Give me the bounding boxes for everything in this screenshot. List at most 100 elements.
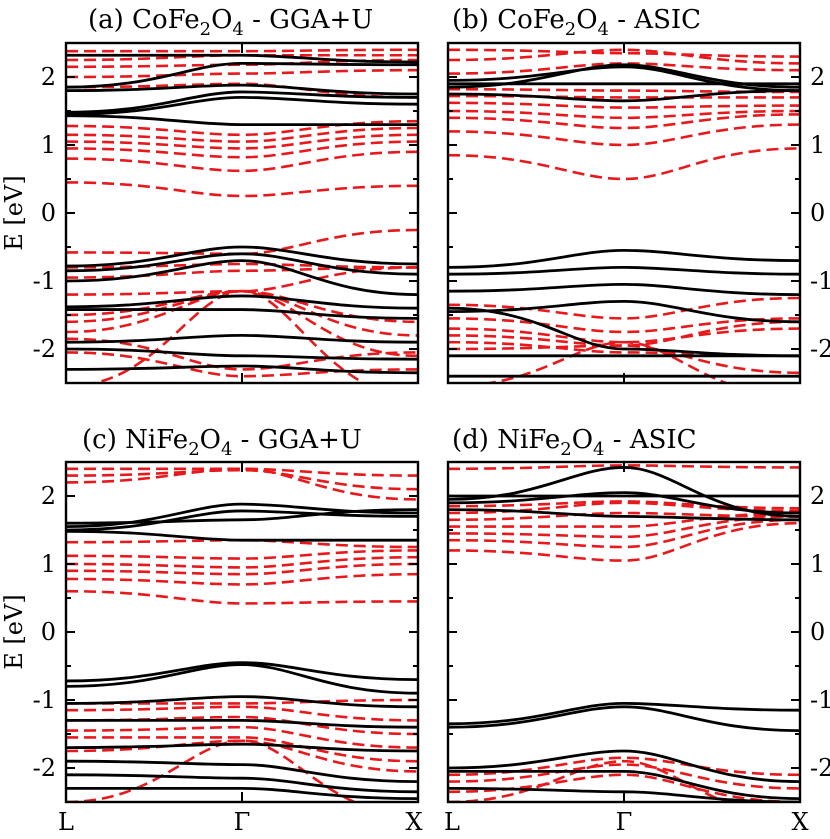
panel-a-band-26 — [66, 228, 418, 256]
panel-b-band-1 — [448, 63, 800, 89]
panel-c-band-7 — [66, 695, 418, 709]
panel-a-title-sub2: 4 — [232, 19, 243, 40]
panel-b-title-prefix: (b) CoFe — [452, 5, 565, 35]
panel-c-ytick-label: -2 — [33, 754, 56, 782]
panel-b-band-13 — [448, 123, 800, 147]
panel-a-band-16 — [66, 150, 418, 173]
panel-d-band-5 — [448, 701, 800, 726]
panel-c-ytick-label: 2 — [41, 482, 56, 510]
panel-d-band-7 — [448, 749, 800, 783]
panel-d-ytick-label: 1 — [810, 550, 825, 578]
panel-b-title-mid: O — [576, 5, 597, 35]
panel-b-band-24 — [448, 327, 800, 344]
panel-d-band-21 — [448, 759, 730, 802]
panel-d-band-3 — [448, 508, 800, 522]
panel-d-xtick-label: Γ — [616, 808, 633, 836]
panel-a-band-15 — [66, 181, 418, 198]
panel-c-band-3 — [66, 529, 418, 542]
panel-a-band-35 — [87, 289, 368, 383]
panel-a-ytick-label: -1 — [33, 267, 56, 295]
panel-c-band-14 — [66, 572, 418, 586]
panel-b-band-6 — [448, 265, 800, 276]
panel-b-ytick-label: 1 — [810, 131, 825, 159]
panel-b-band-21 — [448, 48, 800, 58]
panel-d-band-11 — [448, 518, 800, 549]
panel-a-band-31 — [66, 289, 418, 337]
panel-a-title-sub1: 2 — [200, 19, 211, 40]
panel-a-ytick-label: -2 — [33, 335, 56, 363]
panel-a-band-4 — [66, 61, 418, 89]
panel-b-ytick-label: 2 — [810, 63, 825, 91]
panel-d-ytick-label: 2 — [810, 482, 825, 510]
panel-b-ytick-label: -1 — [810, 267, 830, 295]
panel-d-ytick-label: -2 — [810, 754, 830, 782]
panel-c-band-4 — [66, 508, 418, 525]
panel-c-title-mid: O — [200, 425, 221, 455]
panel-a-title: (a) CoFe2O4 - GGA+U — [88, 5, 373, 40]
panel-a-band-7 — [66, 245, 418, 268]
panel-d-title-mid: O — [572, 425, 593, 455]
panel-b-band-14 — [448, 113, 800, 130]
panel-a-ytick-label: 1 — [41, 131, 56, 159]
panel-a-bands — [66, 48, 418, 383]
panel-c-ytick-label: 0 — [41, 618, 56, 646]
panel-a-title-suffix: - GGA+U — [244, 5, 373, 35]
panel-a-band-9 — [66, 259, 418, 296]
panel-d-band-6 — [448, 705, 800, 732]
panel-a-ytick-label: 0 — [41, 199, 56, 227]
panel-b-ytick-label: 0 — [810, 199, 825, 227]
panel-d-band-14 — [448, 511, 800, 522]
panel-c-band-13 — [66, 589, 418, 605]
panel-b-bands — [448, 48, 800, 383]
panel-c-band-15 — [66, 562, 418, 576]
panel-b-title-sub1: 2 — [565, 19, 576, 40]
panel-b-band-12 — [448, 147, 800, 181]
panel-b-band-18 — [448, 87, 800, 94]
panel-a-band-14 — [66, 364, 418, 375]
panel-a-band-19 — [66, 126, 418, 143]
panel-d-band-2 — [448, 491, 800, 515]
panel-d-title-suffix: - ASIC — [605, 425, 697, 455]
panel-b-band-7 — [448, 282, 800, 296]
panel-c-band-2 — [66, 509, 418, 532]
panel-c-xtick-label: Γ — [234, 808, 251, 836]
panel-a-title-prefix: (a) CoFe — [88, 5, 200, 35]
panel-c-ytick-label: -1 — [33, 686, 56, 714]
panel-c-title-suffix: - GGA+U — [232, 425, 361, 455]
panel-a-ylabel: E [eV] — [0, 175, 28, 250]
panel-c-band-17 — [66, 549, 418, 560]
panel-c-band-8 — [66, 718, 418, 729]
panel-b: (b) CoFe2O4 - ASIC -2 -1 0 1 2 — [446, 5, 830, 385]
panel-c-bands — [66, 467, 418, 802]
panel-c-band-9 — [66, 742, 418, 753]
panel-b-band-19 — [448, 62, 800, 75]
panel-b-band-8 — [448, 299, 800, 324]
panel-d-band-17 — [448, 464, 800, 471]
panel-a-band-6 — [66, 83, 418, 96]
panel-a-band-24 — [66, 53, 418, 62]
panel-c-band-21 — [66, 467, 418, 477]
panel-b-title: (b) CoFe2O4 - ASIC — [452, 5, 701, 40]
panel-c-ylabel: E [eV] — [0, 594, 28, 669]
panel-c-band-22 — [66, 698, 418, 705]
panel-a-band-11 — [66, 308, 418, 320]
panel-d-title-prefix: (d) NiFe — [452, 425, 560, 455]
panel-c-band-5 — [66, 661, 418, 683]
panel-a-band-1 — [66, 90, 418, 114]
panel-b-band-3 — [448, 89, 800, 103]
panel-b-band-17 — [448, 94, 800, 99]
panel-b-band-9 — [448, 306, 800, 358]
panel-b-ytick-label: -2 — [810, 335, 830, 363]
panel-c-band-20 — [66, 468, 418, 491]
panel-a-band-32 — [66, 289, 418, 358]
panel-a-band-3 — [66, 114, 418, 126]
panel-b-title-sub2: 4 — [598, 19, 609, 40]
panel-d-title-sub1: 2 — [560, 439, 571, 460]
panel-c-title-prefix: (c) NiFe — [82, 425, 188, 455]
panel-c-band-18 — [66, 538, 418, 549]
panel-b-band-5 — [448, 248, 800, 269]
panel-c-title: (c) NiFe2O4 - GGA+U — [82, 425, 362, 460]
panel-c-band-16 — [66, 555, 418, 569]
